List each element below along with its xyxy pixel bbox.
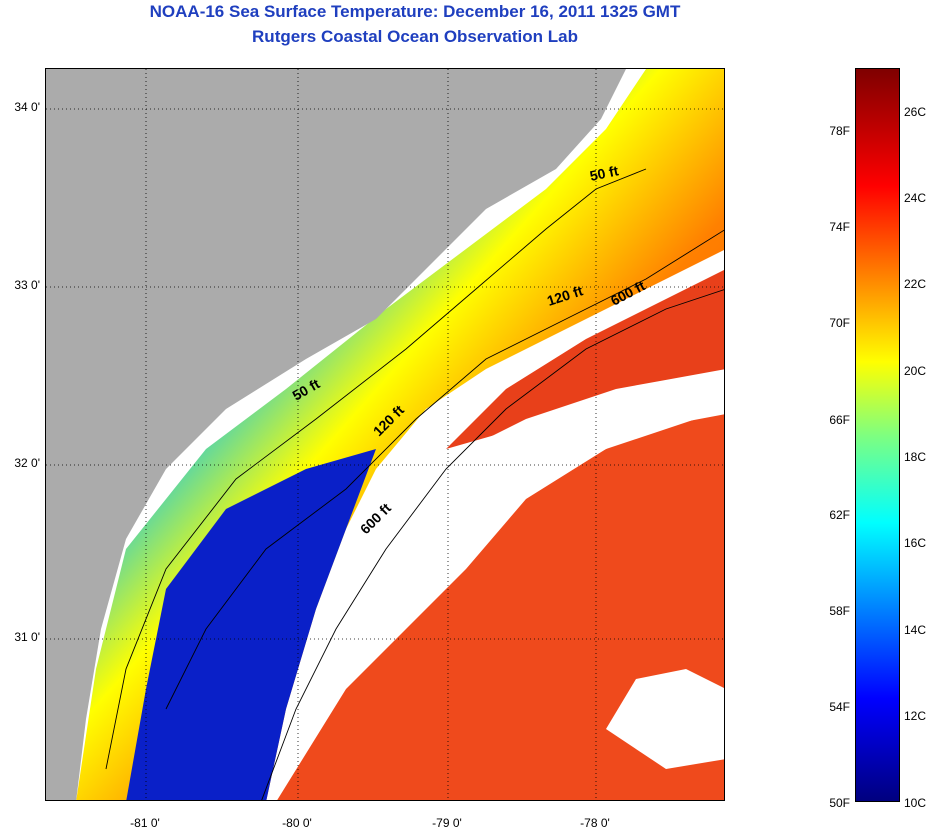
temperature-colorbar [855, 68, 900, 802]
colorbar-celsius-label: 24C [904, 191, 927, 205]
colorbar-fahrenheit-label: 70F [829, 316, 850, 330]
sst-map: 50 ft 50 ft 120 ft 600 ft 120 ft 600 ft [45, 68, 725, 801]
latitude-label: 32 0' [14, 456, 40, 470]
isobath-120ft-line [165, 229, 724, 710]
colorbar-celsius-label: 20C [904, 364, 927, 378]
map-subtitle: Rutgers Coastal Ocean Observation Lab [252, 27, 578, 46]
sst-map-canvas: 50 ft 50 ft 120 ft 600 ft 120 ft 600 ft [46, 69, 724, 800]
colorbar-fahrenheit-label: 62F [829, 508, 850, 522]
colorbar-fahrenheit-label: 58F [829, 604, 850, 618]
latitude-label: 33 0' [14, 278, 40, 292]
isobath-600ft-line [261, 289, 724, 800]
latitude-label: 31 0' [14, 630, 40, 644]
colorbar-celsius-label: 10C [904, 796, 927, 810]
cloud-area [466, 369, 724, 479]
colorbar-celsius-label: 16C [904, 536, 927, 550]
colorbar-fahrenheit-label: 54F [829, 700, 850, 714]
warm-water-region [277, 409, 724, 800]
cloud-area [606, 669, 724, 769]
colorbar-celsius-label: 18C [904, 450, 927, 464]
colorbar-fahrenheit-label: 74F [829, 220, 850, 234]
colorbar-fahrenheit-label: 78F [829, 124, 850, 138]
latitude-label: 34 0' [14, 100, 40, 114]
cold-water-region [126, 449, 376, 800]
colorbar-fahrenheit-label: 50F [829, 796, 850, 810]
colorbar-fahrenheit-label: 66F [829, 413, 850, 427]
longitude-label: -80 0' [282, 816, 312, 830]
longitude-label: -81 0' [130, 816, 160, 830]
colorbar-celsius-label: 14C [904, 623, 927, 637]
longitude-label: -79 0' [432, 816, 462, 830]
isobath-50ft-line [105, 168, 647, 770]
colorbar-celsius-label: 22C [904, 277, 927, 291]
map-title: NOAA-16 Sea Surface Temperature: Decembe… [149, 2, 681, 21]
colorbar-celsius-label: 12C [904, 709, 927, 723]
land-area [46, 69, 626, 800]
isobath-label: 50 ft [588, 162, 620, 184]
colorbar-celsius-label: 26C [904, 105, 927, 119]
longitude-label: -78 0' [580, 816, 610, 830]
